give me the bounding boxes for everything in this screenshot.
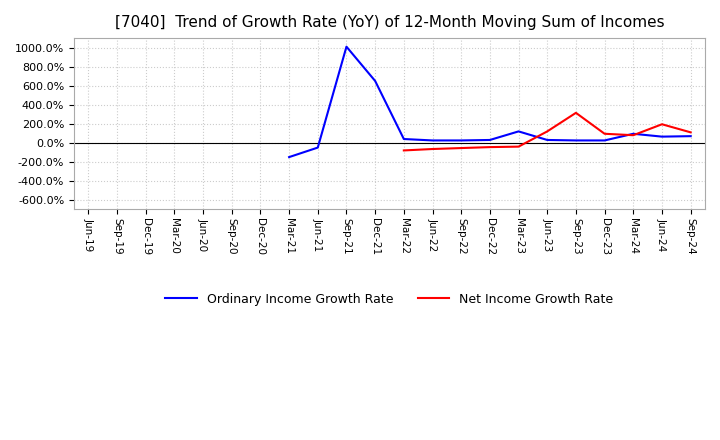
Ordinary Income Growth Rate	[629, 131, 638, 136]
Line: Net Income Growth Rate: Net Income Growth Rate	[404, 113, 690, 150]
Net Income Growth Rate	[629, 132, 638, 138]
Ordinary Income Growth Rate	[514, 129, 523, 134]
Net Income Growth Rate	[485, 144, 494, 150]
Ordinary Income Growth Rate	[313, 145, 322, 150]
Ordinary Income Growth Rate	[342, 44, 351, 49]
Net Income Growth Rate	[572, 110, 580, 115]
Ordinary Income Growth Rate	[657, 134, 666, 139]
Net Income Growth Rate	[457, 145, 466, 150]
Net Income Growth Rate	[514, 144, 523, 149]
Net Income Growth Rate	[657, 121, 666, 127]
Legend: Ordinary Income Growth Rate, Net Income Growth Rate: Ordinary Income Growth Rate, Net Income …	[161, 288, 618, 311]
Net Income Growth Rate	[400, 148, 408, 153]
Ordinary Income Growth Rate	[572, 138, 580, 143]
Line: Ordinary Income Growth Rate: Ordinary Income Growth Rate	[289, 47, 690, 157]
Ordinary Income Growth Rate	[371, 78, 379, 84]
Title: [7040]  Trend of Growth Rate (YoY) of 12-Month Moving Sum of Incomes: [7040] Trend of Growth Rate (YoY) of 12-…	[114, 15, 665, 30]
Net Income Growth Rate	[543, 129, 552, 134]
Net Income Growth Rate	[600, 131, 609, 136]
Ordinary Income Growth Rate	[457, 138, 466, 143]
Net Income Growth Rate	[428, 147, 437, 152]
Ordinary Income Growth Rate	[428, 138, 437, 143]
Ordinary Income Growth Rate	[600, 138, 609, 143]
Ordinary Income Growth Rate	[686, 133, 695, 139]
Ordinary Income Growth Rate	[485, 137, 494, 143]
Ordinary Income Growth Rate	[400, 136, 408, 142]
Ordinary Income Growth Rate	[543, 137, 552, 143]
Net Income Growth Rate	[686, 130, 695, 135]
Ordinary Income Growth Rate	[285, 154, 294, 160]
